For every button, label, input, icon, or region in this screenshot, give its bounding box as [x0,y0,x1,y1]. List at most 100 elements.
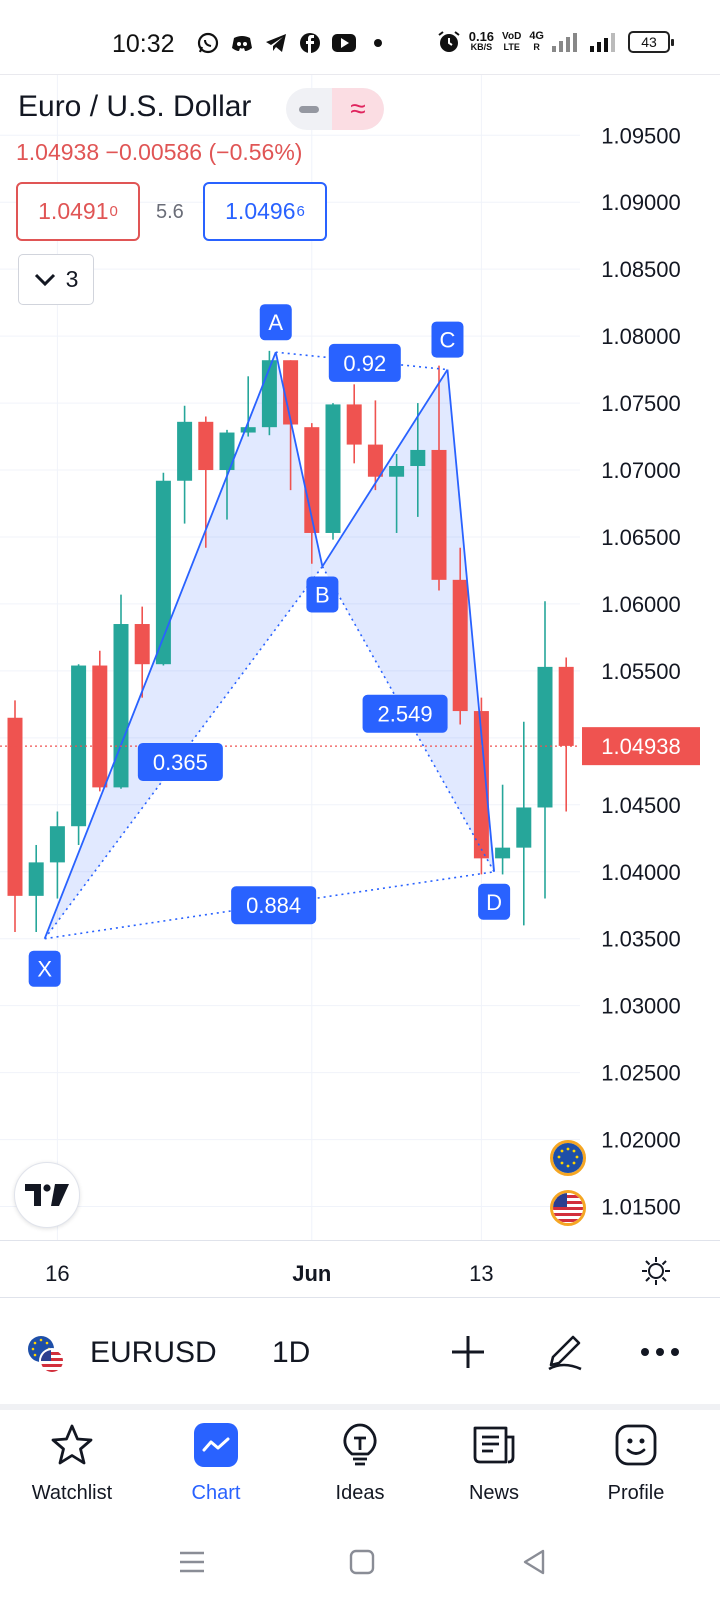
sell-button[interactable]: 1.0491 0 [16,182,140,241]
ratio-label-text: 0.884 [246,893,301,918]
time-axis[interactable]: 16 Jun 13 [0,1240,720,1297]
point-label-bg [28,950,61,987]
symbol-toolbar: EURUSD 1D [0,1297,720,1410]
ratio-label: 2.549 [362,694,448,733]
price-chart[interactable]: 0.3650.922.5490.884XABCD1.095001.090001.… [0,75,720,1240]
ratio-label-bg [231,886,317,925]
price-tick-label: 1.08500 [601,257,681,282]
price-tick-label: 1.03500 [601,927,681,952]
candle-body [431,449,447,580]
symbol-ticker[interactable]: EURUSD [90,1336,217,1369]
back-triangle-icon [523,1549,545,1575]
nav-watchlist[interactable]: Watchlist [7,1422,137,1505]
candle-body [155,480,171,665]
candle-body [219,432,235,471]
facebook-icon [298,31,322,55]
plus-icon [452,1336,484,1368]
recent-apps-button[interactable] [172,1542,212,1582]
notification-icons [196,31,390,55]
candle [537,601,553,899]
candle [558,657,574,812]
candle [261,350,277,436]
discord-icon [230,31,254,55]
chart-settings-button[interactable] [638,1253,674,1289]
ratio-label-text: 2.549 [378,702,433,727]
home-button[interactable] [342,1542,382,1582]
more-dots-icon [641,1348,679,1356]
time-label: Jun [292,1261,332,1286]
candle [177,405,193,524]
pattern-point-label: B [306,576,339,613]
symbol-title[interactable]: Euro / U.S. Dollar [18,90,252,123]
signal-icon-2 [590,33,615,52]
alarm-icon [438,31,460,52]
dot-icon [366,31,390,55]
point-label-text: C [440,328,456,353]
candle-body [134,624,150,665]
nav-profile[interactable]: Profile [571,1422,701,1505]
candle [367,400,383,491]
ratio-label: 0.92 [328,343,401,382]
candle [516,721,532,926]
pattern-leg [274,351,324,567]
buy-button[interactable]: 1.0496 6 [203,182,327,241]
candle [304,423,320,564]
add-button[interactable] [444,1328,492,1376]
pattern-point-label: A [259,304,292,341]
nav-chart[interactable]: Chart [151,1422,281,1505]
wave-icon[interactable]: ≈ [332,88,384,130]
ratio-label-text: 0.92 [343,351,386,376]
last-price-tag-bg [582,727,700,766]
interval-selector[interactable]: 1D [272,1336,311,1369]
square-icon [349,1549,375,1575]
candle [325,403,341,540]
point-label-bg [259,304,292,341]
price-tick-label: 1.04500 [601,793,681,818]
nav-ideas[interactable]: Ideas [295,1422,425,1505]
volte-indicator: VoD LTE [502,31,522,52]
android-nav-bar [0,1520,720,1600]
candle [495,784,511,875]
lightbulb-icon [337,1422,383,1468]
more-button[interactable] [636,1328,684,1376]
price-change: 1.04938 −0.00586 (−0.56%) [16,139,303,165]
newspaper-icon [471,1422,517,1468]
price-tick-label: 1.09500 [601,123,681,148]
candle-body [7,717,23,896]
candle [389,453,405,533]
candles [7,350,574,933]
back-button[interactable] [514,1542,554,1582]
xabcd-pattern [44,352,495,939]
indicator-count: 3 [65,266,79,292]
market-status-icon[interactable] [286,88,332,130]
nav-news[interactable]: News [429,1422,559,1505]
time-label: 13 [469,1261,494,1286]
system-status: 0.16 KB/S VoD LTE 4G R 43 [437,30,674,54]
candle-body [452,579,468,712]
ratio-label-text: 0.365 [153,750,208,775]
price-tick-label: 1.08000 [601,324,681,349]
indicators-toggle[interactable]: 3 [18,254,94,305]
spread-value: 5.6 [156,201,184,223]
tradingview-logo[interactable] [14,1162,80,1228]
candle-body [473,711,489,859]
candle-body [367,444,383,477]
pattern-fill-xab [44,352,323,939]
candle-body [92,665,108,788]
drawing-tools-button[interactable] [540,1328,588,1376]
last-price-tag: 1.04938 [582,727,700,766]
candle [49,811,65,899]
candle [240,376,256,437]
candle-body [389,466,405,477]
eu-flag-icon[interactable] [550,1140,586,1176]
eurusd-flag-icon[interactable] [26,1334,66,1374]
us-flag-icon[interactable] [550,1190,586,1226]
header-badges[interactable]: ≈ [286,88,384,130]
point-label-bg [478,883,511,920]
battery-indicator: 43 [628,31,674,53]
pattern-leg [43,351,277,940]
candle [71,664,87,845]
ratio-label: 0.365 [137,742,223,781]
price-tick-label: 1.05500 [601,659,681,684]
price-tick-label: 1.04000 [601,860,681,885]
